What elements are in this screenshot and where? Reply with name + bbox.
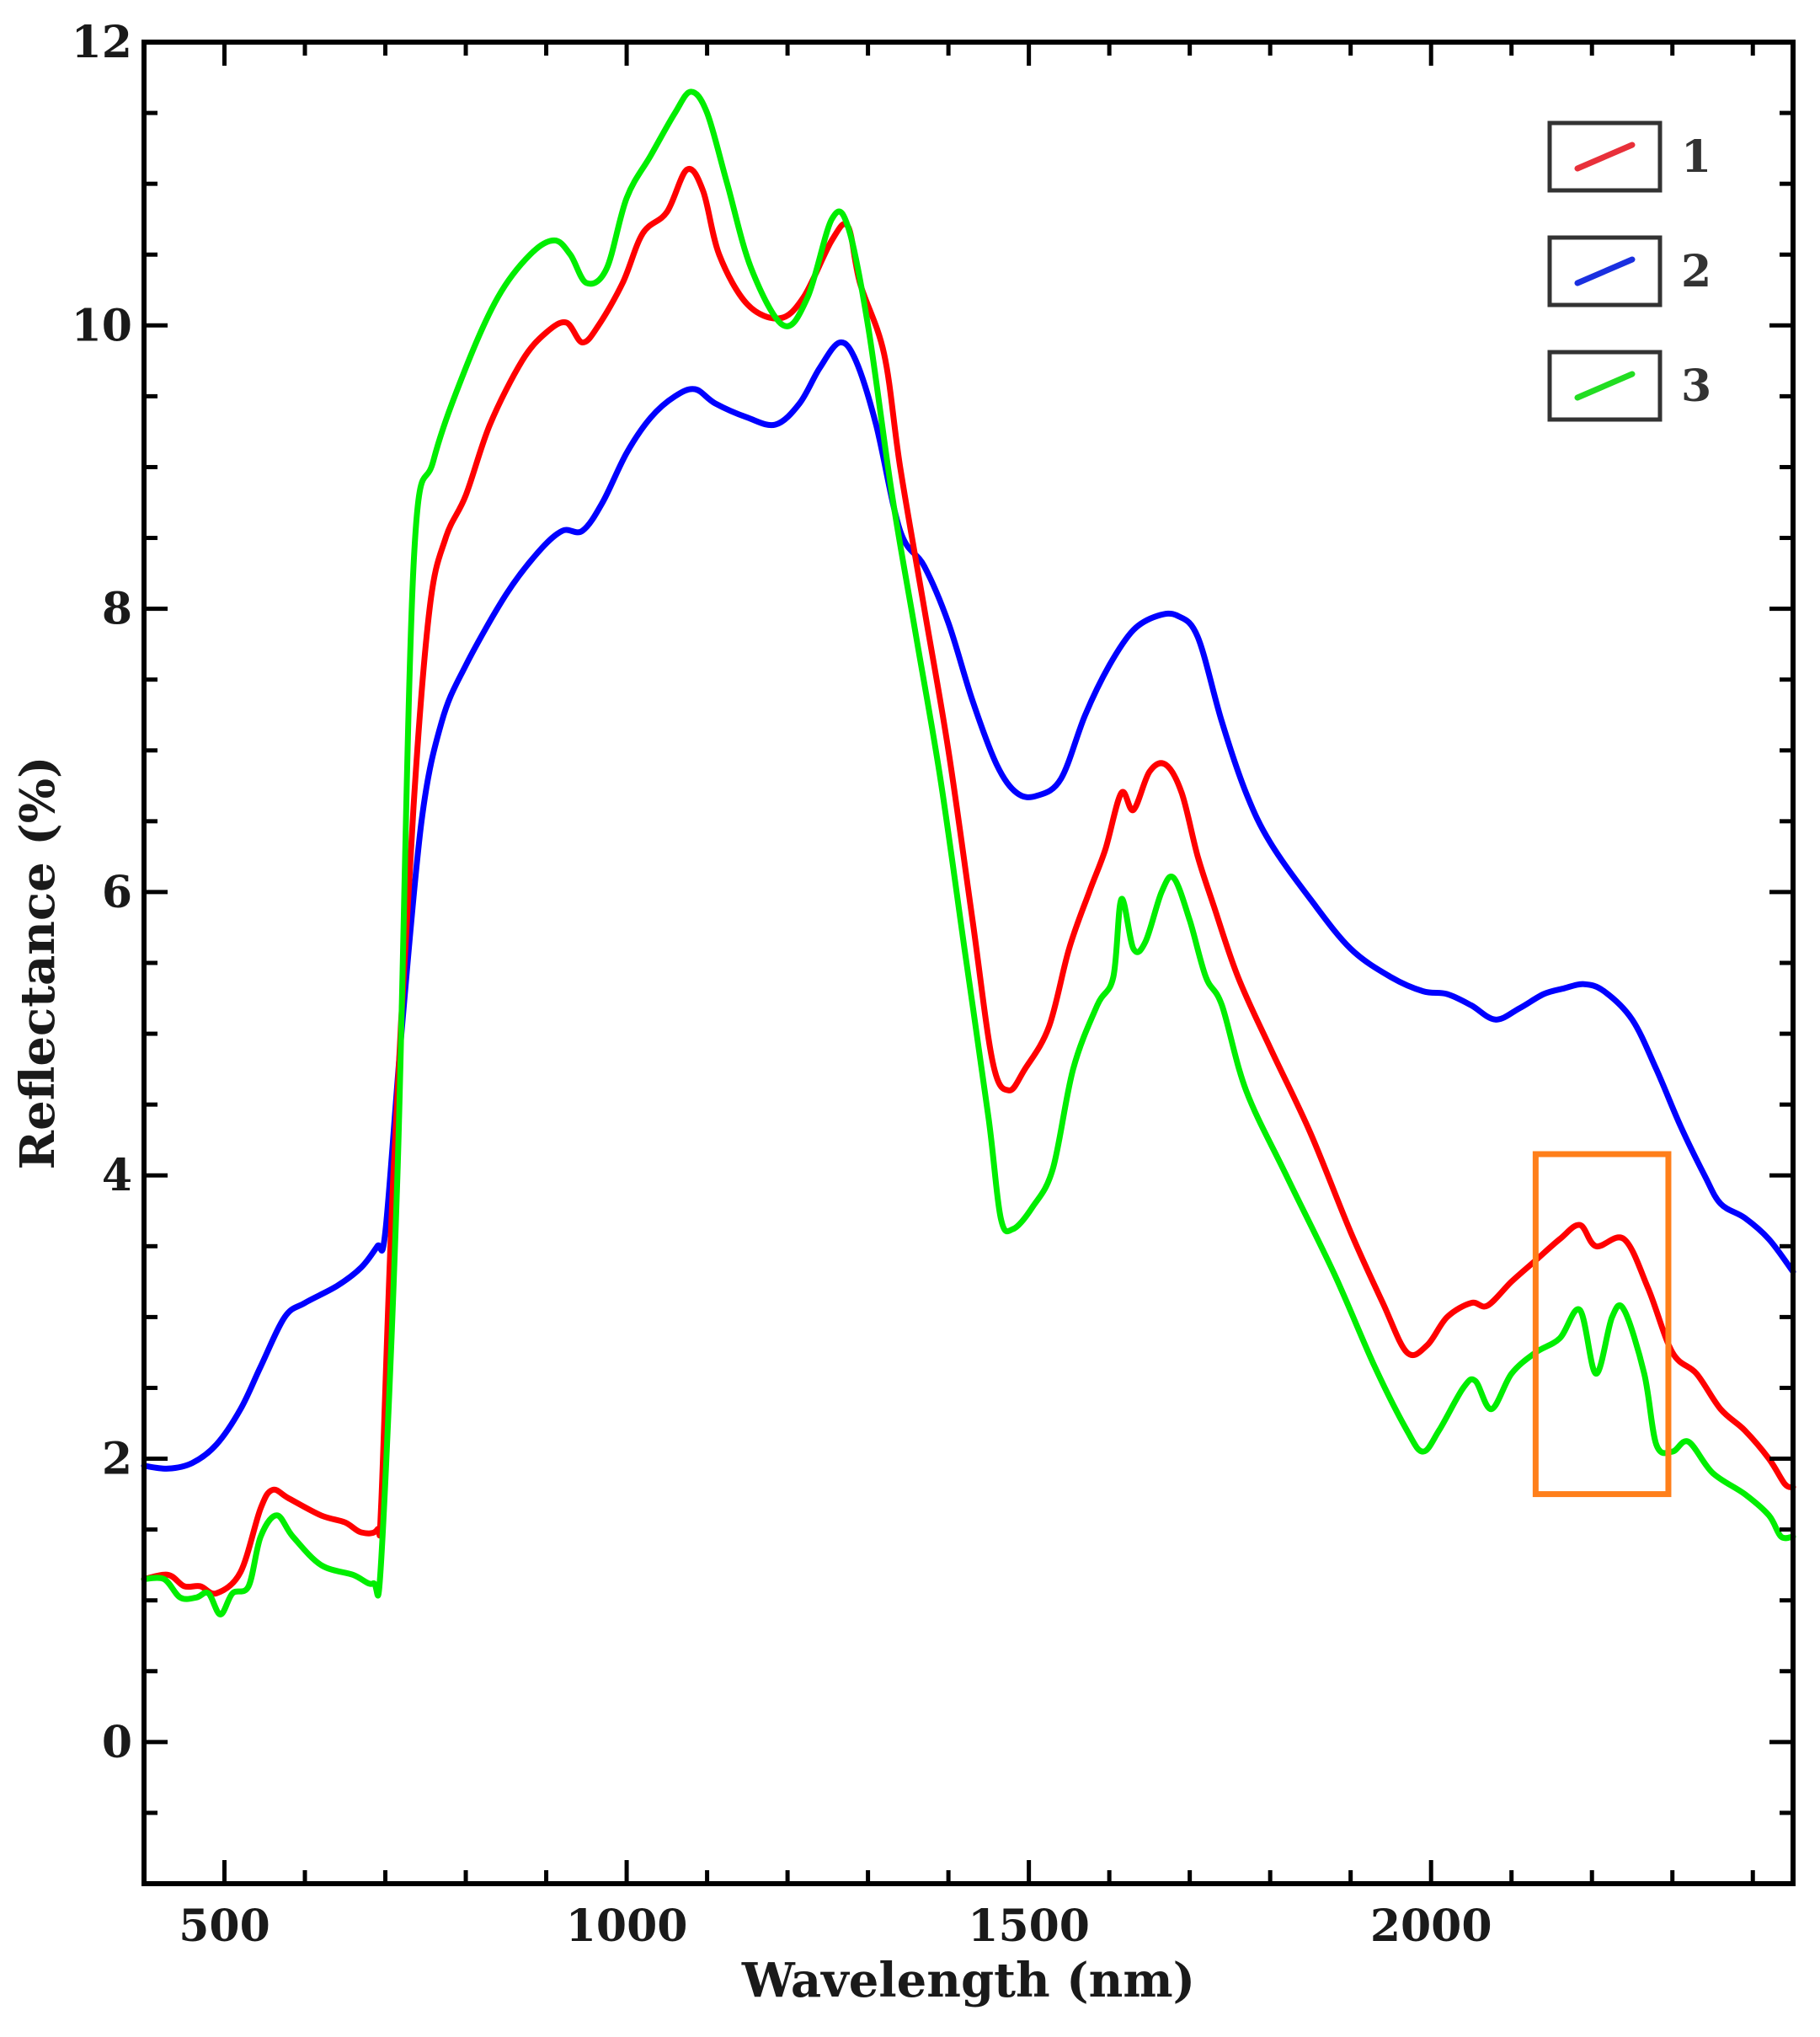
tick-labels-layer: 500 1000 1500 2000 0 2 4 6 8 10 12	[72, 17, 1492, 1952]
y-tick-label: 0	[102, 1717, 132, 1768]
y-tick-label: 6	[102, 867, 132, 918]
legend: 1 2 3	[1547, 120, 1711, 422]
x-tick-label: 2000	[1370, 1901, 1492, 1952]
y-tick-label: 4	[102, 1150, 132, 1201]
y-tick-label: 8	[102, 584, 132, 635]
plot-frame	[141, 40, 1796, 1886]
legend-label: 3	[1681, 361, 1711, 412]
y-tick-label: 10	[72, 300, 132, 351]
legend-swatch	[1574, 256, 1636, 286]
series-line-1	[141, 166, 1796, 1597]
y-tick-label: 2	[102, 1434, 132, 1485]
y-axis-title: Reflectance (%)	[10, 757, 66, 1170]
annotation-layer	[1532, 1151, 1672, 1498]
legend-box	[1547, 120, 1663, 193]
highlight-box	[1532, 1151, 1672, 1498]
legend-label: 1	[1681, 131, 1711, 183]
legend-swatch	[1574, 142, 1636, 172]
x-tick-label: 500	[179, 1901, 270, 1952]
x-tick-label: 1000	[566, 1901, 688, 1952]
series-line-3	[141, 88, 1796, 1617]
legend-item-3: 3	[1547, 350, 1711, 422]
series-layer	[141, 88, 1796, 1617]
y-tick-label: 12	[72, 17, 132, 68]
legend-swatch	[1574, 371, 1636, 401]
legend-box	[1547, 235, 1663, 307]
legend-item-2: 2	[1547, 235, 1711, 307]
legend-label: 2	[1681, 246, 1711, 297]
x-axis-title: Wavelength (nm)	[741, 1953, 1195, 2008]
legend-box	[1547, 350, 1663, 422]
legend-item-1: 1	[1547, 120, 1711, 193]
x-tick-label: 1500	[968, 1901, 1090, 1952]
